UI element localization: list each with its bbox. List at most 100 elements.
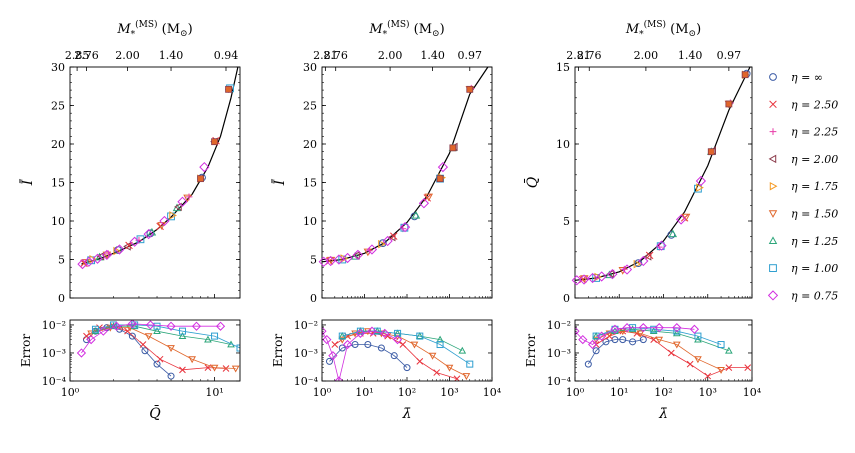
marker-shape	[210, 364, 219, 372]
error-point	[655, 336, 664, 344]
x-tick-label: 10²	[654, 386, 672, 399]
marker-shape	[178, 332, 187, 339]
error-point	[139, 341, 147, 348]
error-point	[639, 336, 647, 344]
error-point	[725, 364, 733, 371]
marker-shape	[111, 321, 122, 331]
error-point	[210, 364, 219, 372]
legend-item: η = ∞	[769, 71, 823, 84]
error-point	[338, 336, 347, 344]
marker-shape	[356, 327, 364, 335]
data-point	[113, 246, 122, 256]
marker-shape	[141, 347, 149, 355]
error-axes-frame	[321, 319, 493, 382]
main-axes-frame	[321, 66, 493, 299]
error-axis-label: Error	[19, 334, 33, 367]
marker-shape	[592, 347, 600, 355]
data-point-diamond	[596, 271, 607, 282]
marker-shape	[410, 341, 419, 349]
error-point	[436, 341, 444, 349]
error-point	[211, 332, 219, 340]
marker-shape	[127, 320, 137, 329]
marker-shape	[681, 213, 691, 222]
top-axis-label: M*(MS) (M⊙)	[116, 19, 192, 40]
marker-shape	[650, 336, 658, 343]
error-series-line	[595, 328, 730, 352]
data-point-diamond	[101, 249, 113, 261]
error-point	[390, 352, 398, 360]
data-point-diamond	[437, 161, 449, 173]
error-y-tick-label: 10⁻³	[294, 347, 318, 360]
error-y-tick-label: 10⁻⁴	[294, 375, 319, 388]
marker-shape	[634, 259, 643, 268]
legend-label: η = 1.50	[791, 208, 838, 221]
data-point-diamond	[587, 272, 598, 284]
legend-marker-triangle-up-icon	[768, 236, 778, 245]
marker-shape	[159, 215, 170, 227]
marker-shape	[717, 341, 725, 349]
data-point-diamond	[143, 228, 154, 240]
x-axis-label: λ̄	[658, 406, 668, 422]
marker-shape	[390, 352, 398, 360]
marker-shape	[636, 330, 645, 338]
legend-item: η = 1.50	[768, 208, 838, 221]
error-point	[166, 321, 176, 331]
marker-shape	[767, 290, 779, 301]
error-y-tick-label: 10⁻⁴	[547, 375, 572, 388]
error-point	[127, 320, 137, 329]
y-tick-label: 0	[563, 292, 570, 305]
marker-shape	[338, 332, 346, 340]
marker-shape	[110, 321, 118, 329]
legend-label: η = 2.00	[791, 153, 838, 166]
error-point	[584, 360, 592, 368]
error-series-line	[86, 327, 172, 377]
marker-shape	[769, 100, 777, 109]
top-tick-label: 2.76	[74, 49, 99, 62]
marker-shape	[101, 249, 113, 261]
error-axis-label: Error	[524, 334, 538, 367]
error-series-line	[322, 330, 398, 381]
marker-shape	[602, 338, 610, 346]
marker-shape	[607, 269, 618, 280]
marker-shape	[445, 364, 454, 372]
y-tick-label: 5	[310, 254, 317, 267]
marker-shape	[675, 214, 687, 225]
fit-curve	[321, 66, 489, 263]
marker-shape	[597, 331, 607, 341]
data-point-diamond	[399, 222, 411, 233]
error-lines	[322, 326, 474, 381]
marker-shape	[628, 325, 637, 333]
error-point	[445, 364, 454, 372]
marker-shape	[338, 336, 347, 344]
y-tick-label: 20	[303, 138, 317, 151]
x-tick-label: 10³	[440, 386, 458, 399]
x-tick-label: 10¹	[205, 386, 223, 399]
data-point	[696, 183, 704, 192]
error-series-line	[342, 330, 471, 365]
error-point	[410, 341, 419, 349]
marker-shape	[399, 341, 407, 348]
marker-shape	[199, 161, 210, 173]
error-point	[153, 360, 161, 368]
marker-shape	[91, 325, 99, 333]
legend-marker-square-icon	[769, 264, 777, 273]
error-point	[110, 321, 118, 329]
marker-shape	[458, 346, 467, 354]
marker-shape	[380, 328, 390, 338]
marker-shape	[153, 322, 161, 330]
error-series-line	[95, 325, 232, 345]
marker-shape	[645, 251, 654, 260]
marker-shape	[433, 369, 441, 376]
legend-label: η = 2.25	[791, 126, 838, 139]
data-point-diamond	[129, 236, 140, 247]
data-point	[668, 229, 678, 238]
error-point	[428, 352, 437, 360]
marker-shape	[596, 271, 607, 282]
error-y-tick-label: 10⁻²	[42, 319, 66, 332]
marker-shape	[768, 236, 778, 245]
error-point	[145, 320, 156, 330]
marker-shape	[91, 327, 100, 335]
top-tick-label: 1.40	[420, 49, 445, 62]
data-point-diamond	[83, 256, 94, 267]
